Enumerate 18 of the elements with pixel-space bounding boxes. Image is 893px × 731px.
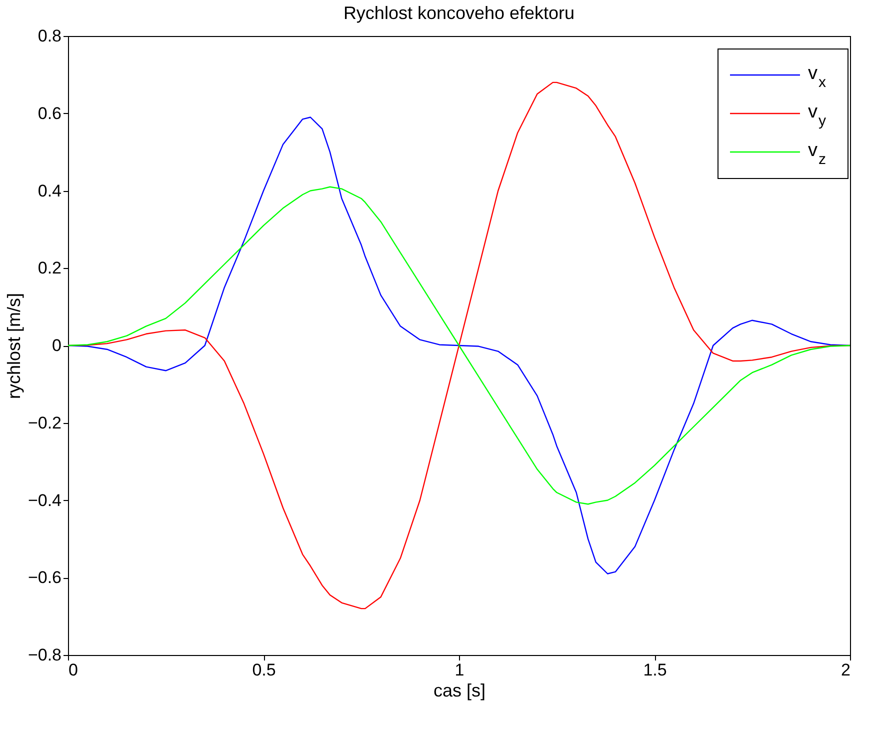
x-axis-title: cas [s] (433, 680, 486, 700)
y-tick-label: −0.8 (28, 646, 62, 664)
y-tick-label: −0.2 (28, 413, 62, 432)
x-tick-label: 1.5 (643, 660, 667, 680)
y-tick-label: 0.4 (38, 181, 62, 200)
x-tick-label: 0 (68, 660, 78, 680)
chart-title: Rychlost koncoveho efektoru (343, 3, 575, 23)
x-tick-label: 2 (841, 660, 850, 680)
y-tick-label: 0.6 (38, 104, 62, 123)
x-tick-label: 1 (454, 660, 464, 680)
y-tick-label: 0.2 (38, 258, 62, 278)
line-series (67, 186, 851, 505)
x-tick-label: 0.5 (252, 660, 276, 680)
y-tick-label: 0.8 (38, 26, 62, 46)
y-tick-label: −0.4 (28, 490, 62, 510)
y-tick-label: 0 (52, 336, 62, 355)
y-axis-title: rychlost [m/s] (4, 292, 24, 400)
y-tick-label: −0.6 (28, 568, 62, 588)
